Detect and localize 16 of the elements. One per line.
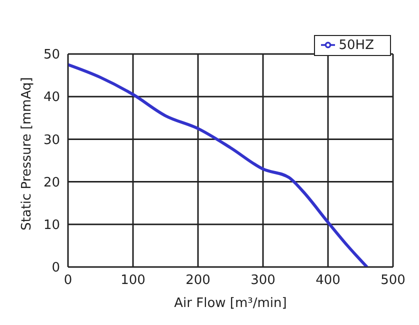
x-tick-label: 500	[380, 273, 406, 288]
x-axis-title: Air Flow [m³/min]	[174, 296, 287, 311]
y-axis-title: Static Pressure [mmAq]	[20, 77, 35, 230]
legend-label: 50HZ	[338, 38, 374, 53]
x-tick-label: 300	[250, 273, 276, 288]
x-tick-label: 0	[64, 273, 72, 288]
y-tick-label: 40	[43, 90, 60, 106]
y-tick-label: 20	[43, 175, 60, 190]
y-tick-label: 30	[43, 132, 60, 148]
y-tick-label: 10	[43, 218, 60, 234]
y-tick-label: 50	[43, 48, 60, 63]
x-tick-label: 200	[186, 273, 210, 288]
x-tick-label: 100	[120, 273, 146, 288]
line-series	[68, 63, 368, 267]
x-tick-label: 400	[316, 273, 340, 288]
y-tick-label: 0	[52, 260, 60, 276]
